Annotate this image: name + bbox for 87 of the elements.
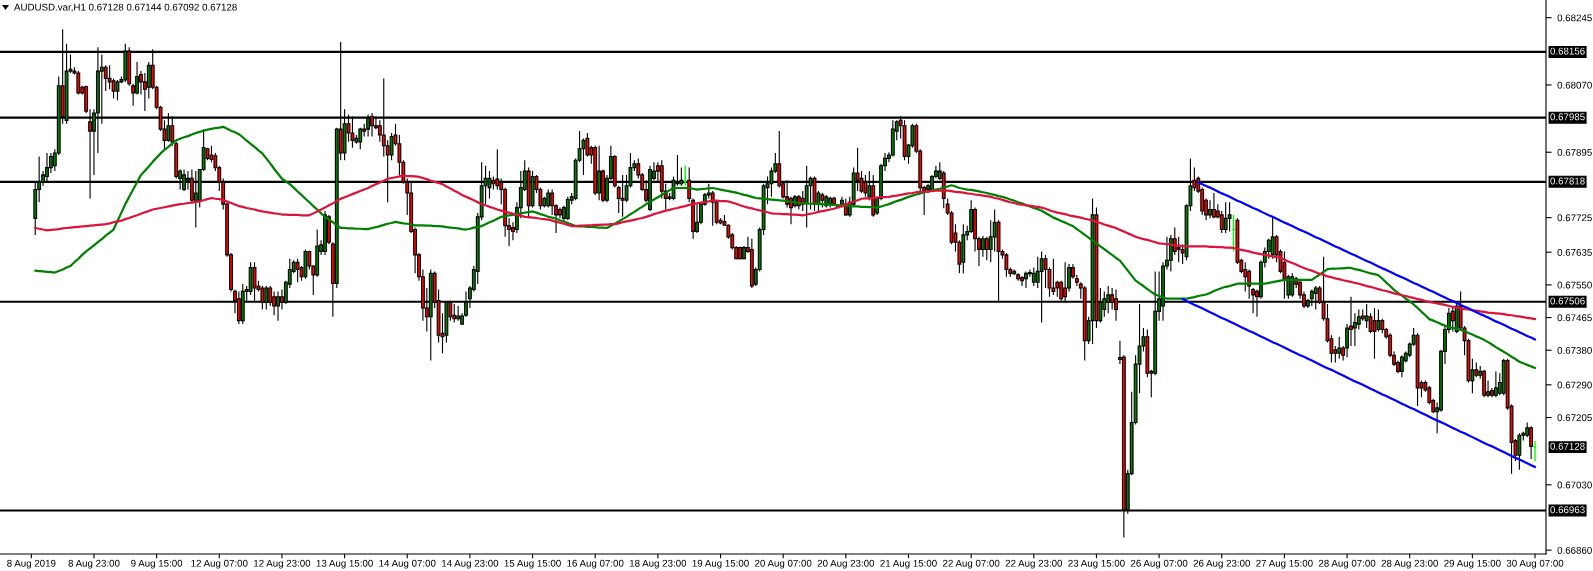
x-tick-label: 12 Aug 07:00 xyxy=(191,559,248,569)
y-tick-label: 0.67465 xyxy=(1557,314,1592,322)
x-tick-label: 14 Aug 07:00 xyxy=(379,559,436,569)
candlestick xyxy=(303,248,308,280)
y-tick-label: 0.67205 xyxy=(1557,414,1592,422)
x-tick-label: 21 Aug 15:00 xyxy=(880,559,937,569)
line-series xyxy=(1181,298,1537,469)
x-tick-label: 9 Aug 15:00 xyxy=(131,559,183,569)
candlestick xyxy=(565,196,570,221)
candlestick xyxy=(1223,201,1228,234)
x-tick-label: 20 Aug 07:00 xyxy=(755,559,812,569)
candlestick xyxy=(597,145,602,201)
x-tick-label: 19 Aug 15:00 xyxy=(692,559,749,569)
candlestick xyxy=(1399,354,1404,378)
candlestick xyxy=(1493,370,1498,398)
line-series xyxy=(1197,181,1537,341)
candlestick xyxy=(276,290,280,322)
candlestick xyxy=(1529,425,1534,460)
candlestick xyxy=(1106,285,1111,314)
ref-line-label: 0.67985 xyxy=(1550,113,1585,121)
y-tick-label: 0.67635 xyxy=(1557,248,1592,256)
candlestick xyxy=(1227,201,1232,232)
x-tick-label: 26 Aug 23:00 xyxy=(1193,559,1251,569)
candlestick xyxy=(683,165,688,187)
candlestick xyxy=(961,223,966,274)
candlestick xyxy=(820,192,825,209)
y-tick-label: 0.66860 xyxy=(1557,546,1592,554)
candlestick xyxy=(1532,440,1538,462)
x-tick-label: 28 Aug 23:00 xyxy=(1381,559,1438,569)
x-tick-label: 22 Aug 07:00 xyxy=(942,559,1000,569)
candlestick xyxy=(1270,216,1275,260)
y-tick-label: 0.67895 xyxy=(1557,148,1592,156)
candlestick xyxy=(1517,432,1522,471)
candlestick xyxy=(1482,369,1487,398)
x-tick-label: 12 Aug 23:00 xyxy=(254,559,311,569)
candlestick xyxy=(1004,252,1009,278)
ref-line-label: 0.67506 xyxy=(1550,297,1585,305)
candlestick xyxy=(1016,272,1021,282)
ref-line-label: 0.66963 xyxy=(1550,506,1585,514)
candlestick xyxy=(323,210,327,256)
candlestick xyxy=(1024,270,1028,289)
candlestick xyxy=(456,305,461,322)
candlestick xyxy=(832,196,837,207)
x-tick-label: 27 Aug 15:00 xyxy=(1256,559,1313,569)
line-series xyxy=(34,174,1537,321)
candlestick xyxy=(76,70,81,96)
y-tick-label: 0.68245 xyxy=(1557,14,1592,22)
candlestick xyxy=(738,246,743,261)
x-tick-label: 20 Aug 23:00 xyxy=(817,559,875,569)
x-tick-label: 23 Aug 15:00 xyxy=(1068,559,1125,569)
candlestick xyxy=(295,258,300,283)
x-tick-label: 30 Aug 07:00 xyxy=(1506,559,1564,569)
x-tick-label: 29 Aug 15:00 xyxy=(1444,559,1501,569)
candlestick xyxy=(1231,214,1236,253)
y-tick-label: 0.67380 xyxy=(1557,346,1592,354)
y-tick-label: 0.67290 xyxy=(1557,381,1592,389)
ref-line-label: 0.67818 xyxy=(1550,177,1585,185)
y-tick-label: 0.67725 xyxy=(1557,214,1592,222)
candlestick xyxy=(1337,336,1342,360)
x-tick-label: 16 Aug 07:00 xyxy=(567,559,624,569)
x-tick-label: 15 Aug 15:00 xyxy=(504,559,561,569)
candlestick xyxy=(115,79,120,101)
candlestick xyxy=(1290,272,1295,298)
x-tick-label: 13 Aug 15:00 xyxy=(316,559,373,569)
chart-title: AUDUSD.var,H1 0.67128 0.67144 0.67092 0.67128 xyxy=(14,3,237,12)
candlestick xyxy=(264,285,269,311)
text: 0.67128 xyxy=(1550,442,1585,450)
x-tick-label: 14 Aug 23:00 xyxy=(442,559,499,569)
x-tick-label: 22 Aug 23:00 xyxy=(1005,559,1063,569)
y-tick-label: 0.68070 xyxy=(1557,81,1592,89)
candlestick xyxy=(749,238,754,289)
x-tick-label: 18 Aug 23:00 xyxy=(629,559,687,569)
candlestick xyxy=(1282,250,1287,300)
candlestick xyxy=(1051,258,1056,296)
candlestick xyxy=(358,127,363,150)
y-tick-label: 0.67030 xyxy=(1557,481,1592,489)
candlestick xyxy=(1415,332,1420,407)
x-tick-label: 8 Aug 23:00 xyxy=(68,559,120,569)
ref-line-label: 0.68156 xyxy=(1550,47,1585,55)
x-tick-label: 26 Aug 07:00 xyxy=(1130,559,1188,569)
y-tick-label: 0.67550 xyxy=(1557,281,1592,289)
candlestick xyxy=(1020,275,1024,287)
candlestick xyxy=(1372,307,1377,360)
candlestick xyxy=(1212,192,1216,219)
x-tick-label: 8 Aug 2019 xyxy=(7,559,56,569)
x-tick-label: 28 Aug 07:00 xyxy=(1318,559,1376,569)
candlestick xyxy=(1450,307,1455,332)
